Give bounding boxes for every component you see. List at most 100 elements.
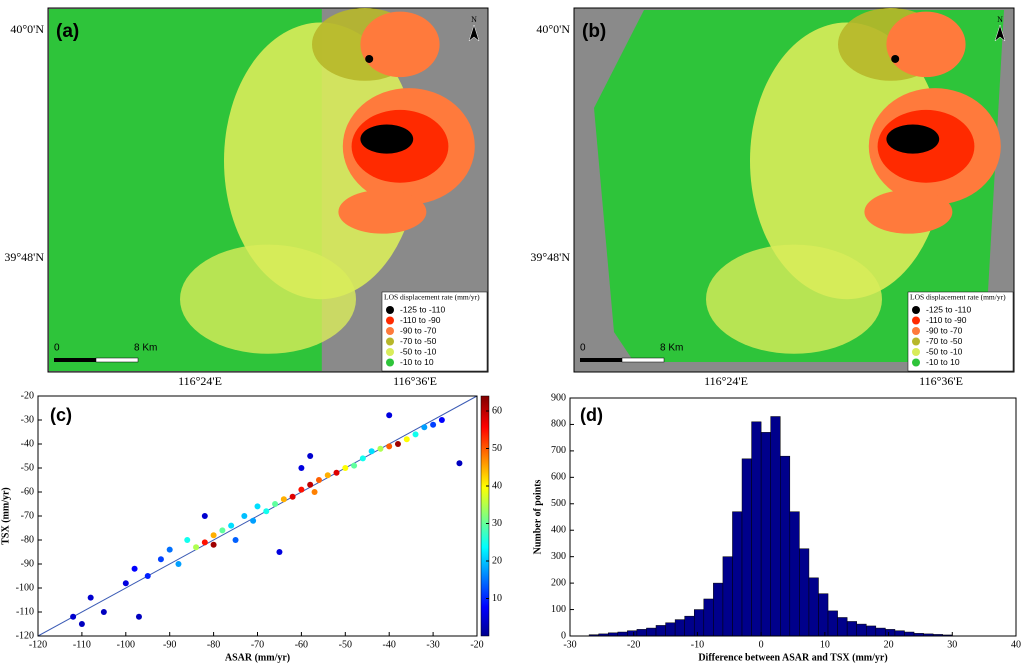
legend-box <box>381 291 488 372</box>
x-tick-label: 0 <box>759 639 764 650</box>
scatter-point <box>307 453 314 459</box>
scatter-point <box>394 441 401 447</box>
scale-bar <box>95 357 139 363</box>
scatter-point <box>250 517 257 524</box>
zone <box>886 11 966 78</box>
legend-swatch <box>912 316 920 325</box>
scatter-point <box>280 496 287 503</box>
x-tick-label: -100 <box>117 639 135 650</box>
scatter-point <box>263 508 270 515</box>
y-tick-label: 600 <box>551 472 566 483</box>
lat-label: 40°0'N <box>536 22 570 36</box>
histogram-bar <box>722 556 733 637</box>
legend-label: -110 to -90 <box>400 315 441 325</box>
scatter-point <box>201 539 208 546</box>
legend-swatch <box>386 306 394 314</box>
legend-box <box>907 291 1014 372</box>
histogram-bar <box>818 593 829 637</box>
scatter-point <box>184 537 191 543</box>
colorbar-tick-label: 50 <box>492 443 502 454</box>
north-label: N <box>997 15 1003 24</box>
histogram-bar <box>856 623 867 637</box>
x-tick-label: 10 <box>820 639 830 650</box>
x-tick-label: -50 <box>339 639 352 650</box>
x-tick-label: 40 <box>1011 639 1021 650</box>
legend-swatch <box>386 348 394 356</box>
legend-label: -70 to -50 <box>400 336 437 346</box>
lat-label: 39°48'N <box>530 250 570 264</box>
panel-label: (c) <box>50 405 72 425</box>
y-tick-label: -40 <box>21 438 34 449</box>
legend-swatch <box>386 316 394 325</box>
histogram-bar <box>703 598 714 637</box>
scatter-point <box>403 436 410 443</box>
y-tick-label: 800 <box>551 419 566 430</box>
legend-swatch <box>912 337 920 346</box>
zone <box>706 244 882 354</box>
panel-label: (d) <box>580 405 603 425</box>
scale-label: 0 <box>580 343 586 354</box>
legend-label: -125 to -110 <box>926 304 971 314</box>
colorbar-tick-label: 30 <box>492 518 502 529</box>
y-tick-label: -30 <box>21 414 34 425</box>
scatter-point <box>430 421 437 428</box>
x-tick-label: -40 <box>383 639 396 650</box>
scatter-point <box>219 527 226 534</box>
zone <box>886 124 940 154</box>
y-tick-label: 900 <box>551 392 566 403</box>
histogram-bar <box>837 617 848 637</box>
histogram-bar <box>636 629 647 637</box>
histogram-bar <box>789 511 800 637</box>
y-tick-label: -80 <box>21 534 34 545</box>
y-tick-label: 200 <box>551 577 566 588</box>
y-tick-label: -60 <box>21 486 34 497</box>
scatter-point <box>135 613 142 620</box>
scatter-point <box>131 565 138 572</box>
histogram-bar <box>646 627 657 637</box>
histogram-bar <box>780 455 791 637</box>
scatter-point <box>298 465 305 471</box>
lon-label: 116°24'E <box>178 374 222 388</box>
scatter-point <box>193 544 200 551</box>
legend-title: LOS displacement rate (mm/yr) <box>384 293 480 302</box>
scatter-point <box>359 455 366 462</box>
scale-bar <box>54 358 96 362</box>
lat-label: 39°48'N <box>4 250 44 264</box>
scatter-point <box>377 445 384 452</box>
scatter-point <box>456 460 463 467</box>
scatter-point <box>241 513 248 519</box>
scatter-point <box>144 573 151 579</box>
zone <box>360 124 414 154</box>
x-tick-label: -20 <box>627 639 640 650</box>
x-tick-label: -110 <box>73 639 91 650</box>
legend-label: -10 to 10 <box>400 357 434 367</box>
scale-bar <box>621 357 665 363</box>
x-tick-label: -10 <box>691 639 704 650</box>
colorbar-tick-label: 40 <box>492 480 502 491</box>
x-axis-label: ASAR (mm/yr) <box>225 652 290 663</box>
x-tick-label: 30 <box>947 639 957 650</box>
legend-label: -90 to -70 <box>926 325 963 335</box>
y-tick-label: -120 <box>16 630 34 641</box>
scatter-point <box>87 594 94 601</box>
scatter-point <box>100 609 107 615</box>
scatter-point <box>333 469 340 476</box>
x-tick-label: -120 <box>29 639 47 650</box>
x-tick-label: 20 <box>884 639 894 650</box>
histogram-bar <box>713 582 724 637</box>
legend-swatch <box>912 358 920 367</box>
map-panel: LOS displacement rate (mm/yr) -125 to -11… <box>4 7 489 388</box>
histogram-bar <box>732 511 743 637</box>
histogram-bar <box>885 629 896 637</box>
y-tick-label: -100 <box>16 582 34 593</box>
lon-label: 116°36'E <box>393 374 437 388</box>
legend-swatch <box>912 306 920 314</box>
y-tick-label: 100 <box>551 604 566 615</box>
y-tick-label: 700 <box>551 445 566 456</box>
histogram-bar <box>674 619 685 637</box>
x-tick-label: -30 <box>426 639 439 650</box>
histogram-bar <box>904 631 915 637</box>
y-tick-label: 300 <box>551 551 566 562</box>
scatter-point <box>228 522 235 529</box>
